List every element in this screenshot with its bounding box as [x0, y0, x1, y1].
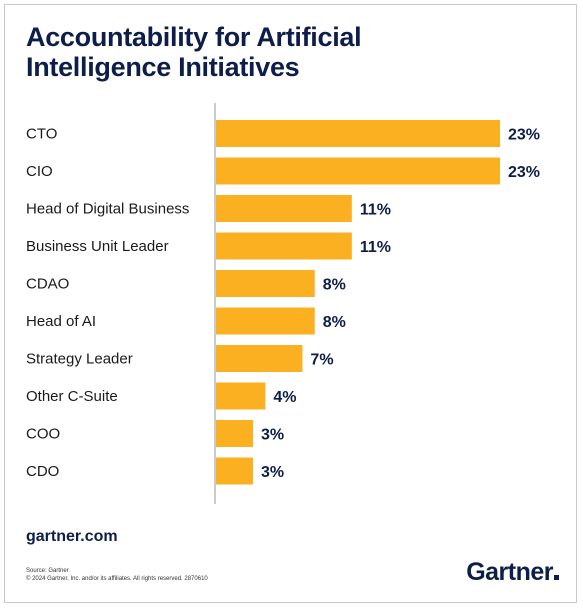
bar-chart: CTO 23% CIO 23% Head of Digital Business 11% B…	[26, 103, 540, 504]
data-label: 23%	[508, 164, 540, 181]
category-label: Strategy Leader	[26, 351, 133, 368]
data-label: 11%	[360, 239, 391, 256]
data-label: 7%	[310, 352, 333, 369]
category-label: CDAO	[26, 276, 69, 293]
category-label: Business Unit Leader	[26, 238, 169, 255]
data-label: 8%	[323, 277, 346, 294]
source-note: Source: Gartner © 2024 Gartner, Inc. and…	[26, 567, 208, 583]
data-label: 23%	[508, 127, 540, 144]
category-label: Head of Digital Business	[26, 201, 189, 218]
bar	[216, 345, 303, 372]
category-label: CTO	[26, 126, 57, 143]
data-label: 3%	[261, 464, 284, 481]
footer-website[interactable]: gartner.com	[26, 528, 118, 545]
bar	[216, 307, 315, 335]
bar	[216, 120, 500, 147]
brand-name: Gartner	[466, 558, 553, 586]
bar	[216, 457, 254, 485]
gartner-logo: Gartner	[466, 558, 559, 587]
data-label: 11%	[360, 202, 391, 219]
category-label: CIO	[26, 163, 53, 180]
bar	[216, 195, 352, 222]
chart-frame	[4, 4, 577, 603]
data-label: 8%	[323, 314, 346, 331]
category-label: Other C-Suite	[26, 388, 118, 405]
chart-title: Accountability for Artificial Intelligen…	[26, 22, 362, 82]
category-label: CDO	[26, 463, 59, 480]
category-label: COO	[26, 426, 60, 443]
data-label: 4%	[273, 389, 296, 406]
bar	[216, 157, 500, 185]
source-line: Source: Gartner	[26, 568, 69, 574]
bar	[216, 382, 266, 410]
bar	[216, 420, 254, 447]
bar	[216, 232, 352, 260]
data-label: 3%	[261, 427, 284, 444]
bar	[216, 270, 315, 297]
logo-dot	[554, 575, 559, 580]
category-label: Head of AI	[26, 313, 96, 330]
copyright-line: © 2024 Gartner, Inc. and/or its affiliat…	[26, 576, 208, 582]
